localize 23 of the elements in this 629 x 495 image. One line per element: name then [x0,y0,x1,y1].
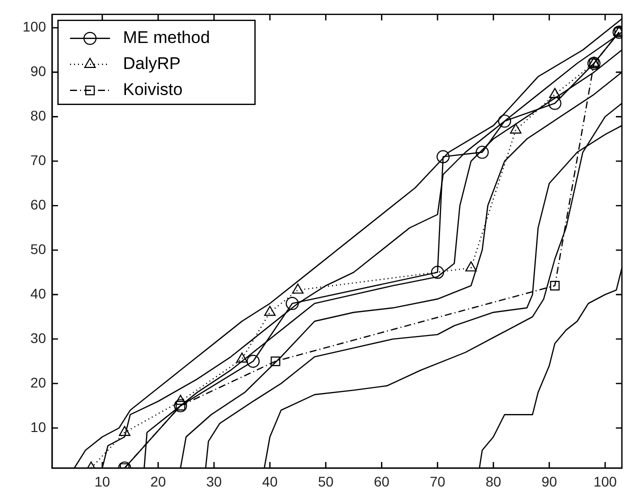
x-tick-label: 100 [593,473,618,490]
x-tick-label: 90 [541,473,558,490]
y-tick-label: 90 [30,63,46,80]
y-tick-label: 30 [30,330,46,346]
y-tick-label: 70 [30,152,46,168]
y-tick-label: 10 [30,418,46,435]
y-tick-label: 100 [22,18,46,35]
x-tick-label: 60 [374,473,390,490]
y-tick-label: 20 [30,374,46,390]
legend-label: DalyRP [123,54,181,74]
y-tick-label: 40 [30,285,46,302]
x-tick-label: 10 [94,473,110,490]
x-tick-label: 30 [206,473,222,490]
y-tick-label: 80 [30,108,46,124]
x-tick-label: 50 [318,473,334,490]
legend-label: Koivisto [123,80,183,100]
x-tick-label: 80 [486,473,502,490]
y-tick-label: 50 [30,240,46,257]
legend-label: ME method [123,28,210,48]
x-tick-label: 40 [262,473,278,490]
x-tick-label: 70 [430,473,446,490]
x-tick-label: 20 [150,473,166,490]
y-tick-label: 60 [30,196,46,212]
